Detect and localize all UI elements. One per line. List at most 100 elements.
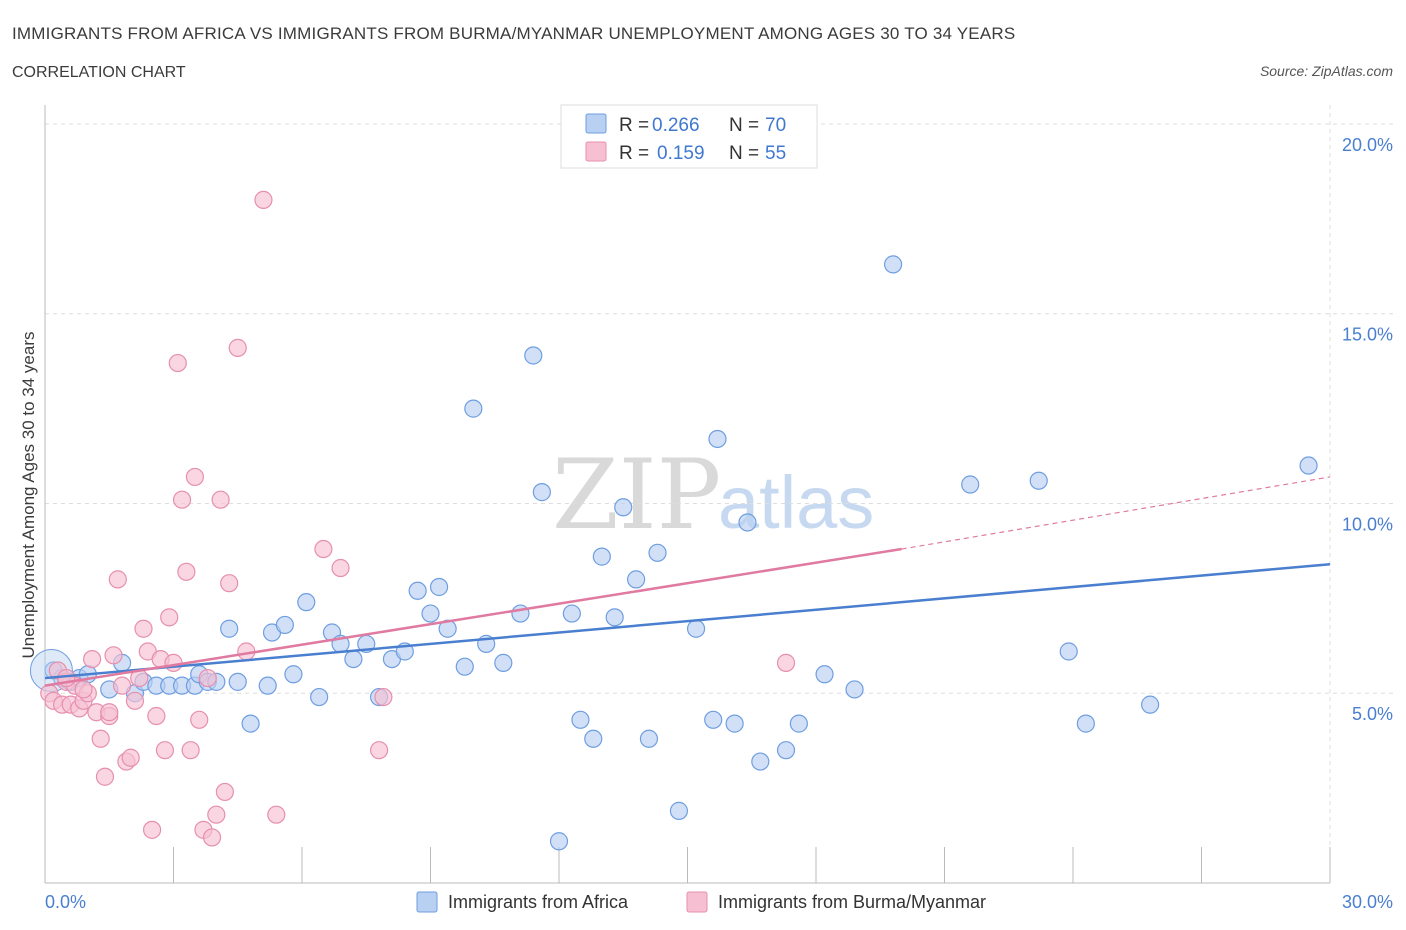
africa-point-60 xyxy=(776,741,796,760)
trend-line-burma xyxy=(44,547,902,687)
africa-point-69 xyxy=(1140,695,1160,714)
burma-point-46 xyxy=(267,805,286,824)
burma-point-49 xyxy=(370,741,389,760)
grid-lines xyxy=(45,105,1393,883)
x-axis-ticks xyxy=(44,847,1331,883)
burma-point-28 xyxy=(160,608,179,627)
africa-point-39 xyxy=(494,653,513,672)
africa-point-33 xyxy=(421,604,440,623)
burma-point-25 xyxy=(147,706,166,726)
burma-point-41 xyxy=(215,782,234,802)
africa-point-61 xyxy=(789,714,808,733)
africa-point-43 xyxy=(549,832,569,851)
y-tick-label-0: 5.0% xyxy=(1352,704,1393,724)
africa-point-21 xyxy=(275,615,294,635)
legend-r-value-burma: 0.159 xyxy=(657,143,705,164)
series-legend-label-africa: Immigrants from Africa xyxy=(448,892,629,912)
series-africa-points xyxy=(29,255,1318,851)
africa-point-59 xyxy=(751,752,770,771)
africa-point-65 xyxy=(961,475,980,494)
burma-point-39 xyxy=(207,805,226,824)
series-legend-swatch-burma xyxy=(686,891,708,913)
africa-point-48 xyxy=(605,608,624,627)
legend-r-label-africa: R = xyxy=(619,115,649,136)
burma-point-43 xyxy=(228,338,247,357)
burma-point-10 xyxy=(83,649,102,669)
x-tick-label-max: 30.0% xyxy=(1342,892,1393,912)
africa-point-23 xyxy=(297,593,316,612)
series-legend: Immigrants from Africa Immigrants from B… xyxy=(416,891,986,913)
africa-point-27 xyxy=(344,649,363,669)
africa-point-16 xyxy=(220,619,239,638)
africa-point-67 xyxy=(1059,642,1078,661)
stats-legend: R = 0.266 N = 70 R = 0.159 N = 55 xyxy=(560,104,818,169)
africa-point-36 xyxy=(455,657,474,676)
burma-point-17 xyxy=(112,676,132,695)
x-tick-label-min: 0.0% xyxy=(45,892,86,912)
africa-point-66 xyxy=(1029,471,1048,490)
africa-point-62 xyxy=(815,665,834,684)
burma-point-19 xyxy=(121,748,140,767)
source-label: Source: ZipAtlas.com xyxy=(1260,63,1393,79)
burma-point-37 xyxy=(198,668,217,688)
africa-point-44 xyxy=(562,604,581,623)
africa-point-19 xyxy=(258,676,277,695)
trend-line-africa xyxy=(44,562,1331,680)
burma-point-53 xyxy=(74,680,93,699)
series-burma-points xyxy=(40,190,796,847)
burma-point-48 xyxy=(331,558,350,578)
y-tick-label-1: 10.0% xyxy=(1342,514,1393,534)
burma-point-35 xyxy=(190,710,209,729)
chart-subtitle: CORRELATION CHART xyxy=(12,64,186,81)
legend-n-value-burma: 55 xyxy=(765,143,786,164)
burma-point-15 xyxy=(104,646,123,665)
legend-swatch-africa xyxy=(585,113,607,134)
watermark-zip: ZIP xyxy=(552,439,721,551)
africa-point-45 xyxy=(571,710,590,729)
burma-point-33 xyxy=(181,741,200,760)
watermark-atlas: atlas xyxy=(718,461,874,544)
burma-point-47 xyxy=(314,539,333,559)
burma-point-31 xyxy=(172,490,192,509)
africa-point-42 xyxy=(532,483,551,502)
burma-point-22 xyxy=(134,619,153,638)
legend-n-label-burma: N = xyxy=(729,143,759,164)
burma-point-50 xyxy=(374,687,393,707)
burma-point-42 xyxy=(220,574,239,593)
y-axis-tick-labels: 5.0% 10.0% 15.0% 20.0% xyxy=(1342,135,1393,724)
trend-line-burma-extension xyxy=(901,476,1331,550)
legend-r-value-africa: 0.266 xyxy=(652,115,700,136)
burma-point-24 xyxy=(142,820,162,839)
burma-point-20 xyxy=(125,691,145,710)
africa-point-17 xyxy=(228,672,247,691)
africa-point-46 xyxy=(584,729,603,748)
africa-point-34 xyxy=(429,577,449,597)
africa-point-57 xyxy=(725,714,744,733)
burma-point-52 xyxy=(100,703,119,722)
africa-point-32 xyxy=(408,581,427,600)
chart-title: IMMIGRANTS FROM AFRICA VS IMMIGRANTS FRO… xyxy=(12,24,1015,43)
africa-point-18 xyxy=(241,714,260,733)
y-axis-label: Unemployment Among Ages 30 to 34 years xyxy=(19,332,38,659)
africa-point-53 xyxy=(669,801,689,820)
africa-point-54 xyxy=(686,619,706,638)
series-legend-swatch-africa xyxy=(416,891,438,913)
burma-point-27 xyxy=(155,741,175,760)
legend-swatch-burma xyxy=(585,141,607,162)
legend-r-label-burma: R = xyxy=(619,143,649,164)
africa-point-50 xyxy=(626,570,646,589)
africa-point-70 xyxy=(1299,456,1318,475)
africa-point-51 xyxy=(639,729,659,748)
africa-point-24 xyxy=(310,687,329,707)
africa-point-22 xyxy=(284,665,303,684)
burma-point-30 xyxy=(168,353,187,373)
africa-point-63 xyxy=(845,680,864,699)
africa-point-40 xyxy=(511,604,530,623)
burma-point-29 xyxy=(164,653,183,672)
y-tick-label-2: 15.0% xyxy=(1342,325,1393,345)
burma-point-40 xyxy=(211,490,230,509)
burma-point-34 xyxy=(185,467,205,487)
burma-point-16 xyxy=(108,570,127,589)
africa-point-37 xyxy=(464,399,483,418)
